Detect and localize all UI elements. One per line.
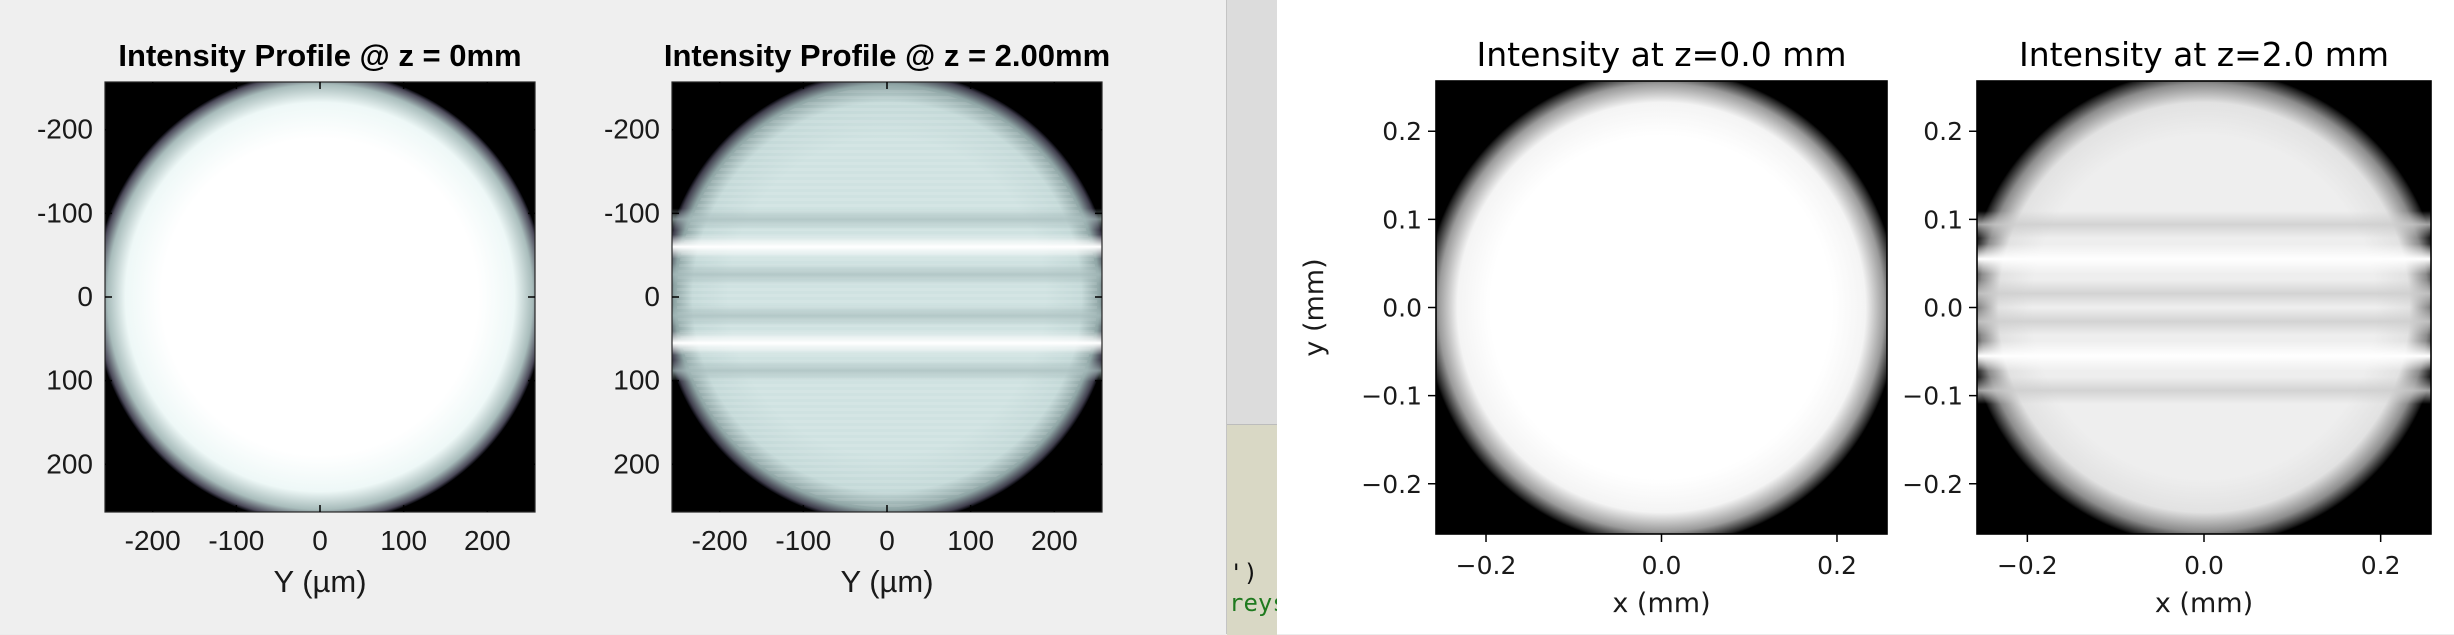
x-tick-label: 200 — [1031, 525, 1078, 556]
x-axis-label: Y (µm) — [840, 564, 933, 599]
beam-disk — [1977, 81, 2431, 534]
y-tick-label: 100 — [613, 365, 660, 396]
fringe-dark-band — [672, 304, 1102, 327]
y-tick-label: −0.1 — [1902, 382, 1963, 411]
chart-intensity-z0-matplotlib: Intensity at z=0.0 mm −0.2 0.0 0.2 0.2 0.1 0.0… — [1299, 35, 1888, 619]
chart-title: Intensity at z=0.0 mm — [1476, 35, 1846, 74]
chart-intensity-z2-matlab: Intensity Profile @ z = 2.00mm -200 -100 0 1… — [604, 38, 1110, 599]
heatmap-image — [672, 82, 1102, 512]
x-tick-label: 100 — [380, 525, 427, 556]
fringe-dark-band — [1977, 376, 2431, 404]
x-tick-label: -200 — [125, 525, 181, 556]
fringe-dark-band — [1977, 307, 2431, 335]
y-tick-label: −0.2 — [1361, 470, 1422, 499]
x-tick-label: 200 — [464, 525, 511, 556]
y-tick-label: 0.0 — [1382, 294, 1422, 323]
fringe-dark-band — [672, 208, 1102, 231]
y-tick-label: 0.1 — [1382, 205, 1422, 234]
x-axis-label: x (mm) — [2155, 588, 2253, 619]
chart-title: Intensity Profile @ z = 0mm — [118, 38, 521, 73]
y-tick-label: 100 — [46, 365, 93, 396]
beam-ripple — [676, 86, 1098, 508]
fringe-line-1 — [672, 331, 1102, 356]
y-tick-label: -100 — [604, 197, 660, 228]
x-axis-label: x (mm) — [1612, 588, 1710, 619]
x-tick-label: -100 — [208, 525, 264, 556]
y-tick-label: 0.2 — [1382, 117, 1422, 146]
beam-disk — [105, 82, 535, 512]
beam-disk — [1436, 81, 1887, 534]
fringe-dark-band — [672, 359, 1102, 382]
x-tick-label: 0.2 — [2361, 551, 2401, 580]
y-tick-label: −0.2 — [1902, 470, 1963, 499]
x-tick-label: -200 — [692, 525, 748, 556]
y-tick-label: 0 — [644, 281, 660, 312]
matplotlib-figure-svg: Intensity at z=0.0 mm −0.2 0.0 0.2 0.2 0.1 0.0… — [1299, 35, 2432, 619]
fringe-dark-band — [1977, 211, 2431, 239]
editor-divider-strip: ') reys — [1226, 0, 1287, 635]
matlab-figure-svg: Intensity Profile @ z = 0mm -200 -100 0 100 2… — [37, 38, 1110, 599]
x-tick-label: 0.2 — [1817, 551, 1857, 580]
heatmap-image — [1436, 81, 1887, 534]
y-tick-label: −0.1 — [1361, 382, 1422, 411]
fringe-line-0 — [1977, 244, 2431, 275]
y-tick-label: -100 — [37, 197, 93, 228]
matlab-figure-panel: Intensity Profile @ z = 0mm -200 -100 0 100 2… — [0, 0, 1226, 634]
matplotlib-figure-panel: Intensity at z=0.0 mm −0.2 0.0 0.2 0.2 0.1 0.0… — [1277, 0, 2454, 634]
y-tick-label: -200 — [604, 114, 660, 145]
y-tick-label: 0 — [77, 281, 93, 312]
chart-intensity-z0-matlab: Intensity Profile @ z = 0mm -200 -100 0 100 2… — [37, 38, 536, 599]
y-tick-label: 0.0 — [1923, 294, 1963, 323]
fringe-line-0 — [672, 234, 1102, 259]
chart-intensity-z2-matplotlib: Intensity at z=2.0 mm −0.2 0.0 0.2 0.2 0.1 0.0… — [1902, 35, 2432, 619]
code-line-1: ') — [1229, 559, 1258, 587]
x-tick-label: 100 — [947, 525, 994, 556]
y-tick-label: 200 — [613, 448, 660, 479]
x-axis-label: Y (µm) — [273, 564, 366, 599]
heatmap-image — [105, 82, 535, 512]
y-tick-label: 0.1 — [1923, 205, 1963, 234]
x-tick-label: 0 — [312, 525, 328, 556]
code-editor-fragment — [1227, 424, 1277, 635]
y-tick-label: 0.2 — [1923, 117, 1963, 146]
x-tick-label: 0 — [879, 525, 895, 556]
chart-title: Intensity at z=2.0 mm — [2019, 35, 2389, 74]
x-tick-label: −0.2 — [1997, 551, 2058, 580]
heatmap-image — [1977, 81, 2431, 534]
y-axis-label: y (mm) — [1299, 258, 1330, 356]
x-tick-label: -100 — [775, 525, 831, 556]
x-tick-label: −0.2 — [1456, 551, 1517, 580]
y-tick-label: 200 — [46, 448, 93, 479]
fringe-dark-band — [672, 263, 1102, 286]
fringe-line-1 — [1977, 340, 2431, 371]
chart-title: Intensity Profile @ z = 2.00mm — [664, 38, 1110, 73]
fringe-dark-band — [1977, 280, 2431, 308]
x-tick-label: 0.0 — [2184, 551, 2224, 580]
y-tick-label: -200 — [37, 114, 93, 145]
x-tick-label: 0.0 — [1642, 551, 1682, 580]
